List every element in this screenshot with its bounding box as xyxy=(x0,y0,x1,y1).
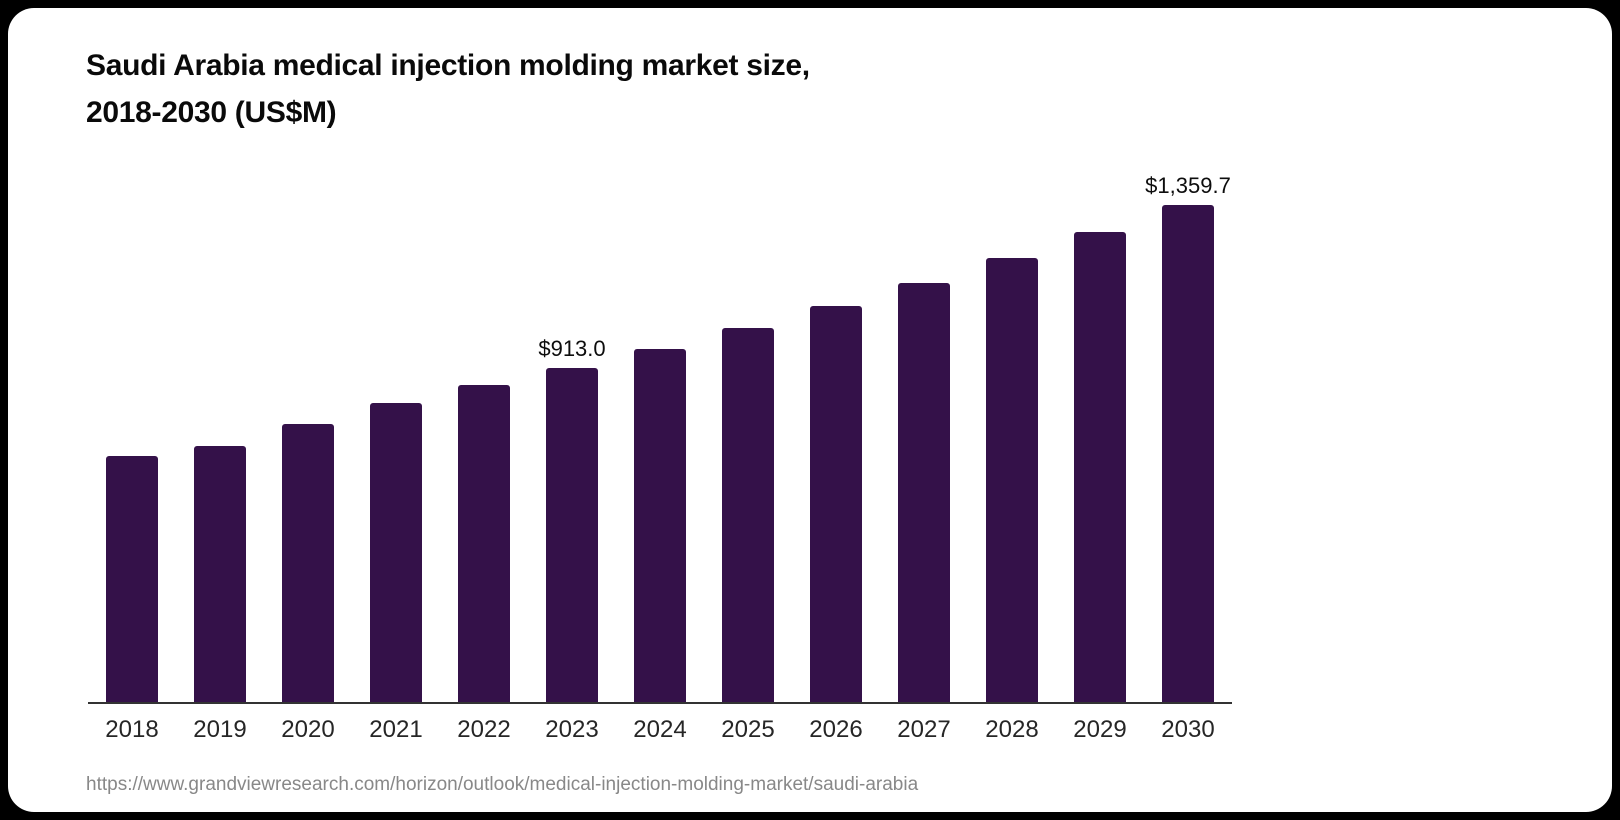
bar-slot-2021 xyxy=(352,202,440,702)
x-tick-2018: 2018 xyxy=(105,716,159,743)
bar-2027 xyxy=(898,282,950,702)
chart-card: Saudi Arabia medical injection molding m… xyxy=(8,8,1612,812)
x-tick-2022: 2022 xyxy=(457,716,511,743)
x-tick-2020: 2020 xyxy=(281,716,335,743)
bar-2026 xyxy=(810,305,862,702)
bar-slot-2020 xyxy=(264,202,352,702)
bar-2030 xyxy=(1162,204,1214,702)
bar-slot-2027 xyxy=(880,202,968,702)
source-url: https://www.grandviewresearch.com/horizo… xyxy=(86,774,919,795)
x-tick-2024: 2024 xyxy=(633,716,687,743)
bar-slot-2023: $913.0 xyxy=(528,202,616,702)
bar-slot-2029 xyxy=(1056,202,1144,702)
x-tick-2026: 2026 xyxy=(809,716,863,743)
chart-title: Saudi Arabia medical injection molding m… xyxy=(86,42,810,136)
bar-slot-2028 xyxy=(968,202,1056,702)
x-tick-2028: 2028 xyxy=(985,716,1039,743)
x-tick-2029: 2029 xyxy=(1073,716,1127,743)
bar-2020 xyxy=(282,424,334,702)
bar-slot-2019 xyxy=(176,202,264,702)
bar-2018 xyxy=(106,456,158,702)
bar-2019 xyxy=(194,445,246,702)
bar-chart-plot-area: $913.0 $1,359.7 xyxy=(88,173,1232,704)
x-tick-2021: 2021 xyxy=(369,716,423,743)
bar-slot-2018 xyxy=(88,202,176,702)
x-axis-labels: 2018 2019 2020 2021 2022 2023 2024 2025 2026 2027… xyxy=(88,716,1232,744)
data-label-2023: $913.0 xyxy=(538,336,606,361)
chart-title-line1: Saudi Arabia medical injection molding m… xyxy=(86,49,810,82)
chart-title-line2: 2018-2030 (US$M) xyxy=(86,96,337,129)
bar-2029 xyxy=(1074,232,1126,702)
x-tick-2030: 2030 xyxy=(1161,716,1215,743)
bar-2021 xyxy=(370,403,422,702)
bar-slot-2030: $1,359.7 xyxy=(1144,173,1232,702)
bar-2022 xyxy=(458,385,510,702)
x-tick-2025: 2025 xyxy=(721,716,775,743)
bar-slot-2025 xyxy=(704,202,792,702)
bar-2024 xyxy=(634,348,686,702)
data-label-2030: $1,359.7 xyxy=(1145,172,1231,198)
x-tick-2019: 2019 xyxy=(193,716,247,743)
x-tick-2027: 2027 xyxy=(897,716,951,743)
bar-2028 xyxy=(986,258,1038,702)
x-tick-2023: 2023 xyxy=(545,716,599,743)
bar-slot-2022 xyxy=(440,202,528,702)
bar-slot-2024 xyxy=(616,202,704,702)
bar-2025 xyxy=(722,327,774,702)
bar-slot-2026 xyxy=(792,202,880,702)
bar-2023 xyxy=(546,368,598,702)
